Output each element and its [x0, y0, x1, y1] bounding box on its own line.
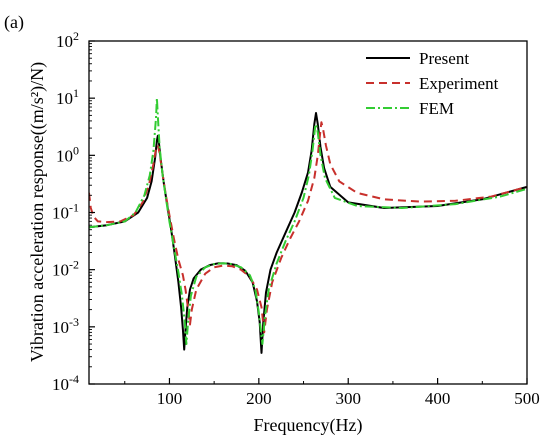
- y-tick-label: 10-3: [52, 315, 79, 337]
- x-tick-label: 400: [425, 389, 451, 408]
- series-line-present: [89, 112, 527, 354]
- x-tick-label: 500: [514, 389, 540, 408]
- series-line-experiment: [89, 121, 527, 334]
- y-tick-label: 101: [56, 86, 79, 108]
- x-tick-label: 300: [335, 389, 361, 408]
- y-tick-label: 10-2: [52, 258, 79, 280]
- legend-label-present: Present: [419, 49, 469, 68]
- legend: Present Experiment FEM: [366, 49, 499, 118]
- y-tick-label: 10-4: [52, 372, 79, 394]
- y-tick-label: 10-1: [52, 201, 79, 223]
- series-layer: [89, 97, 527, 354]
- y-axis: 10-4 10-3 10-2 10-1 100 101 102: [52, 29, 95, 394]
- legend-label-fem: FEM: [419, 99, 454, 118]
- y-tick-label: 100: [56, 143, 79, 165]
- panel-label: (a): [4, 12, 24, 33]
- y-axis-title: Vibration acceleration response((m/s²)/N…: [27, 62, 48, 362]
- y-tick-label: 102: [56, 29, 79, 51]
- x-tick-label: 100: [157, 389, 183, 408]
- x-axis: 100 200 300 400 500: [124, 378, 540, 408]
- x-tick-label: 200: [246, 389, 272, 408]
- legend-label-experiment: Experiment: [419, 74, 499, 93]
- x-axis-title: Frequency(Hz): [254, 415, 363, 436]
- series-line-fem: [89, 97, 527, 345]
